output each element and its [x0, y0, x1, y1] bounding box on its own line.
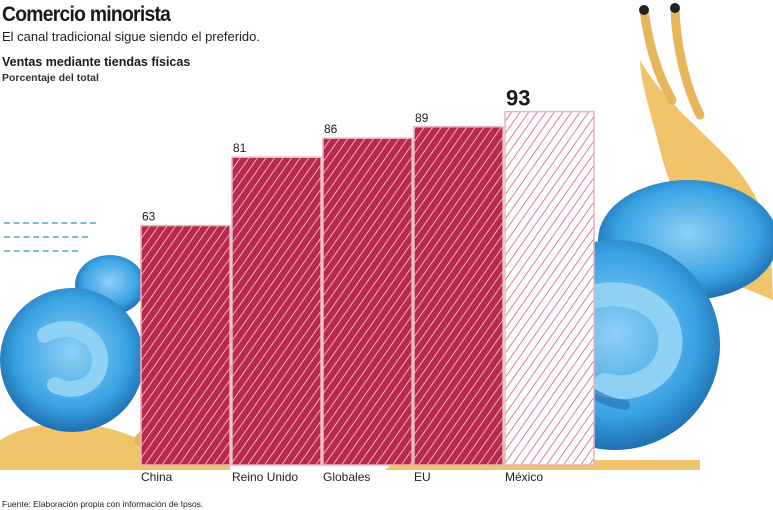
bars-group — [140, 110, 595, 466]
bar-globales — [322, 137, 413, 466]
decorative-dash-line — [4, 250, 78, 252]
bar-china — [140, 224, 231, 466]
decorative-dash-line — [4, 236, 88, 238]
category-label: Reino Unido — [232, 470, 298, 484]
data-label: 89 — [415, 111, 429, 125]
data-label: 63 — [142, 210, 156, 224]
category-label: EU — [414, 470, 431, 484]
category-label: México — [505, 470, 543, 484]
category-label: China — [141, 470, 173, 484]
data-label: 93 — [506, 86, 530, 111]
data-label: 86 — [324, 122, 338, 136]
value-labels-group: 63 81 86 89 93 — [142, 86, 530, 224]
source-note: Fuente: Elaboración propia con informaci… — [2, 499, 204, 509]
category-label: Globales — [323, 470, 370, 484]
decorative-dash-line — [4, 222, 96, 224]
bar-reino-unido — [231, 156, 322, 466]
chart-heading: Ventas mediante tiendas físicas — [2, 55, 191, 69]
bar-méxico — [504, 110, 595, 466]
chart-title: Comercio minorista — [2, 3, 171, 26]
bar-eu — [413, 126, 504, 466]
chart-subtitle: El canal tradicional sigue siendo el pre… — [2, 29, 260, 44]
category-labels-group: China Reino Unido Globales EU México — [141, 470, 543, 484]
chart-unit-label: Porcentaje del total — [2, 72, 99, 84]
data-label: 81 — [233, 141, 247, 155]
bar-chart: 63 81 86 89 93 China Reino Unido Globales EU Méx… — [0, 3, 773, 484]
